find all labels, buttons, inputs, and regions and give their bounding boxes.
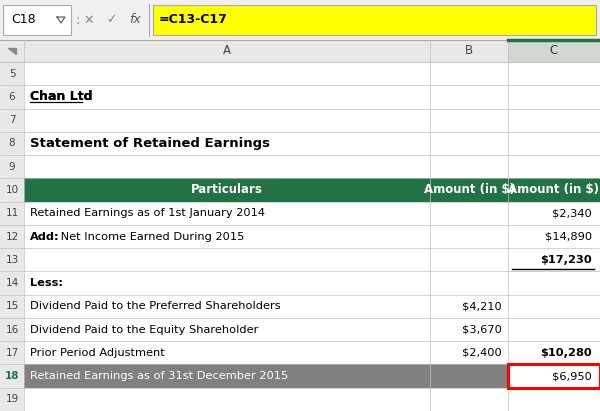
Text: $14,890: $14,890 [545,231,592,242]
Text: ✓: ✓ [106,14,116,26]
Text: 8: 8 [8,139,16,148]
Bar [0,62,600,411]
Text: B: B [465,44,473,58]
Text: Particulars: Particulars [191,183,263,196]
Bar [153,5,596,35]
Bar [508,40,600,62]
Text: Net Income Earned During 2015: Net Income Earned During 2015 [57,231,244,242]
Text: 16: 16 [5,325,19,335]
Text: 5: 5 [8,69,16,79]
Text: $17,230: $17,230 [540,255,592,265]
Text: ✕: ✕ [84,14,94,26]
Text: Amount (in $): Amount (in $) [424,183,515,196]
Bar [0,40,600,62]
Text: 17: 17 [5,348,19,358]
Bar [0,62,24,411]
Bar [24,365,508,388]
Bar [24,178,600,202]
Text: Chan Ltd: Chan Ltd [30,90,92,104]
Text: Prior Period Adjustment: Prior Period Adjustment [30,348,165,358]
Text: 19: 19 [5,395,19,404]
Text: Dividend Paid to the Equity Shareholder: Dividend Paid to the Equity Shareholder [30,325,259,335]
Text: 6: 6 [8,92,16,102]
Text: 11: 11 [5,208,19,218]
Text: 10: 10 [5,185,19,195]
Text: C: C [550,44,558,58]
Text: $2,400: $2,400 [462,348,502,358]
Text: $2,340: $2,340 [552,208,592,218]
Text: Retained Earnings as of 1st January 2014: Retained Earnings as of 1st January 2014 [30,208,265,218]
Bar [508,365,600,388]
Text: $4,210: $4,210 [462,301,502,311]
Text: Amount (in $): Amount (in $) [509,183,599,196]
Text: :: : [76,13,80,27]
Text: 15: 15 [5,301,19,311]
Polygon shape [8,48,16,54]
Text: =C13-C17: =C13-C17 [159,14,228,26]
Text: Statement of Retained Earnings: Statement of Retained Earnings [30,137,270,150]
Text: 9: 9 [8,162,16,172]
Text: 12: 12 [5,231,19,242]
Bar [3,5,71,35]
Text: 13: 13 [5,255,19,265]
Text: C18: C18 [11,14,35,26]
Text: 7: 7 [8,115,16,125]
Text: $10,280: $10,280 [540,348,592,358]
Text: Retained Earnings as of 31st December 2015: Retained Earnings as of 31st December 20… [30,371,288,381]
Text: A: A [223,44,231,58]
Text: Dividend Paid to the Preferred Shareholders: Dividend Paid to the Preferred Sharehold… [30,301,281,311]
Text: Less:: Less: [30,278,63,288]
Bar [508,365,600,388]
Text: Add:: Add: [30,231,59,242]
Text: $3,670: $3,670 [462,325,502,335]
Text: Chan Ltd: Chan Ltd [30,90,92,104]
Bar [0,0,600,40]
Text: 14: 14 [5,278,19,288]
Text: 18: 18 [5,371,19,381]
Text: $6,950: $6,950 [552,371,592,381]
Text: fx: fx [129,14,141,26]
